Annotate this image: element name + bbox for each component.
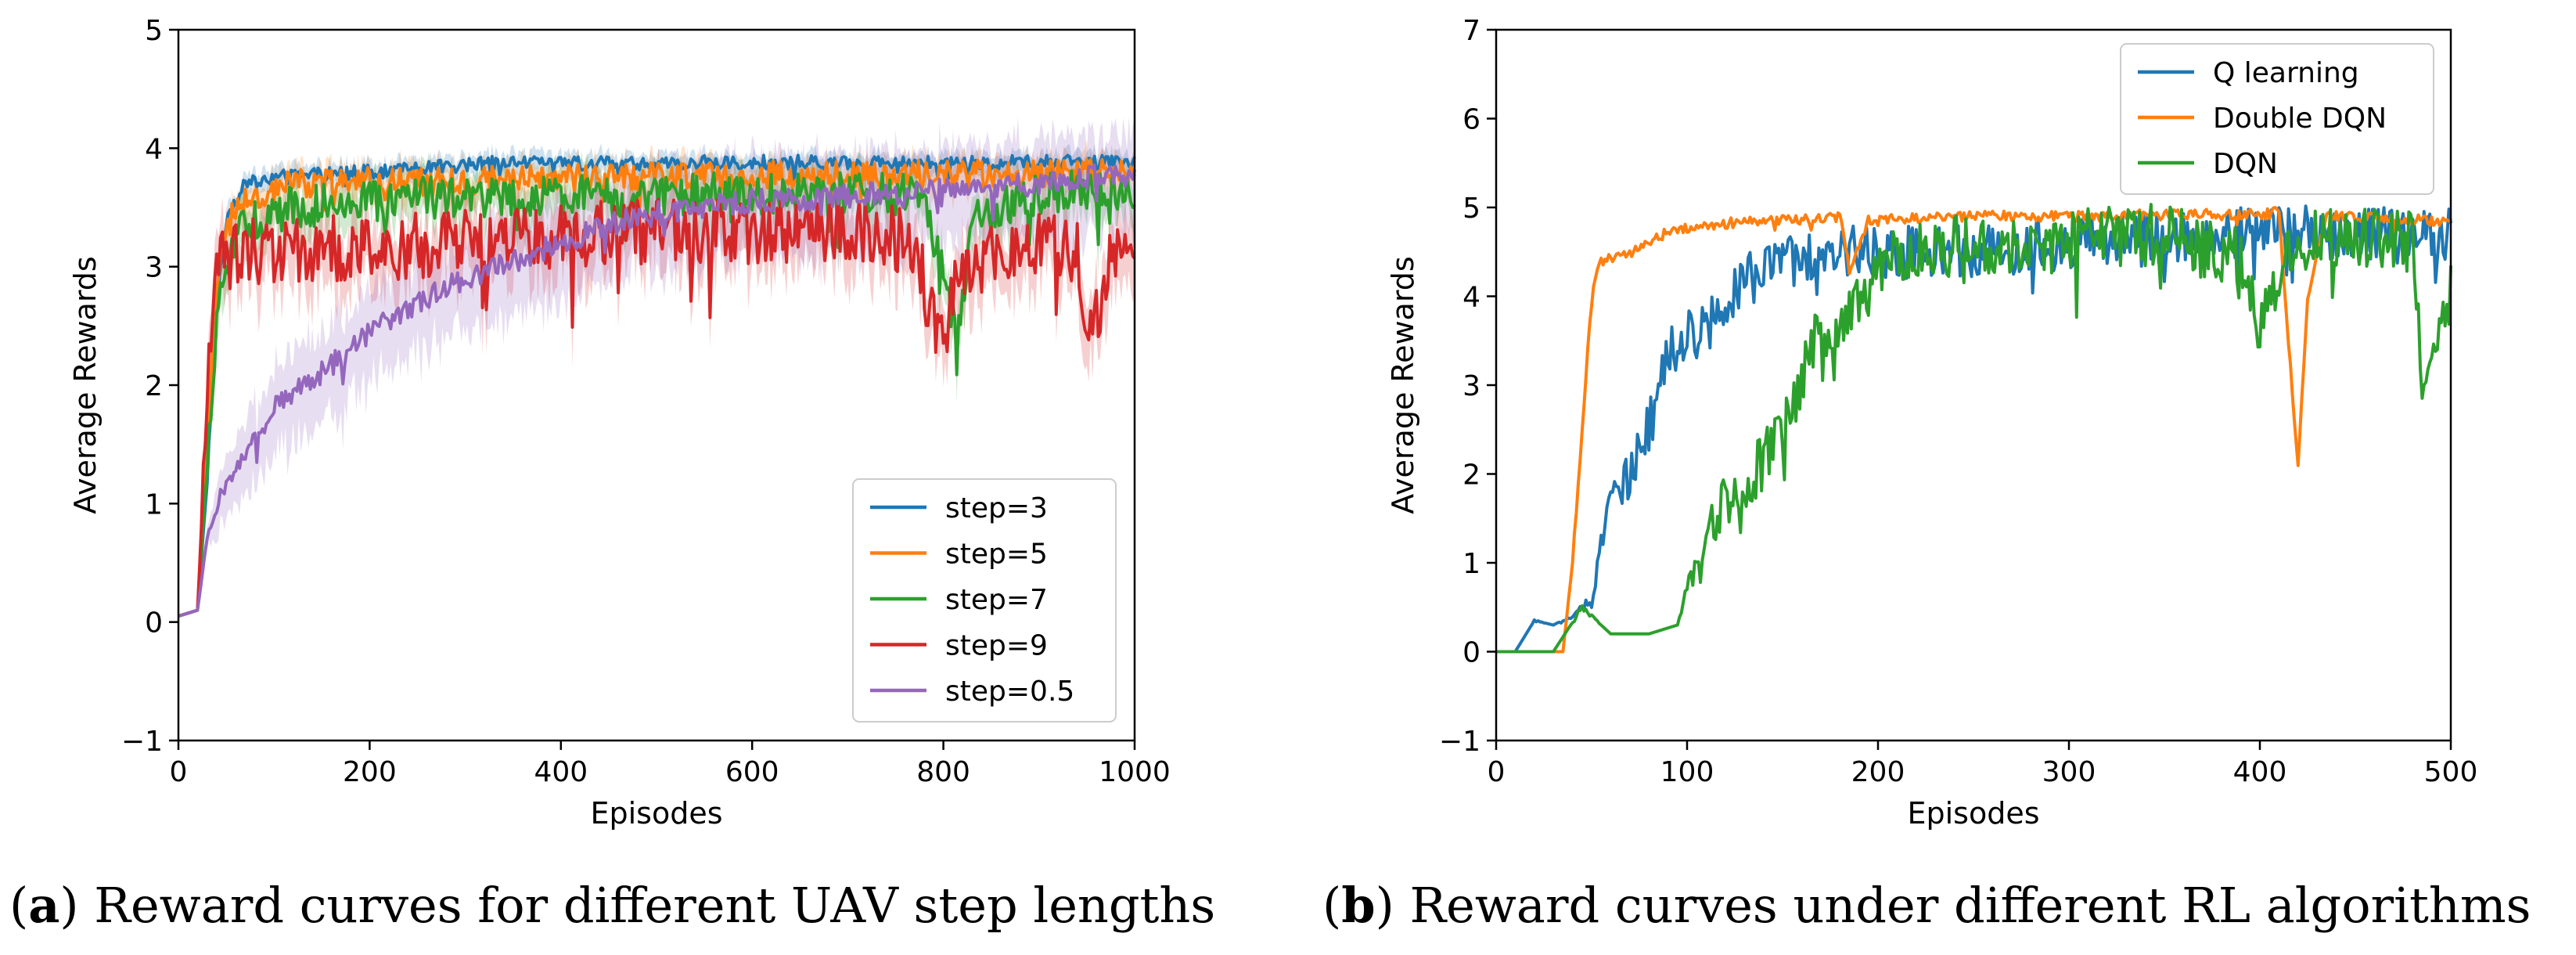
b-xtick-label: 300 (2042, 756, 2096, 788)
b-xlabel: Episodes (1907, 796, 2039, 831)
caption-b-text: Reward curves under different RL algorit… (1394, 877, 2531, 934)
a-legend-label: step=3 (945, 492, 1048, 524)
b-x-ticks: 0 100 200 300 400 500 (1488, 741, 2478, 788)
b-xtick-label: 500 (2424, 756, 2478, 788)
a-xtick-label: 800 (916, 756, 970, 788)
a-x-ticks: 0 200 400 600 800 1000 (170, 741, 1171, 788)
b-ytick-label: 3 (1462, 370, 1480, 402)
b-ytick-label: 7 (1462, 15, 1480, 47)
a-xtick-label: 0 (170, 756, 188, 788)
caption-a-tag: a (28, 877, 59, 934)
a-ytick-label: 3 (145, 252, 163, 284)
b-legend-label: DQN (2213, 148, 2278, 180)
b-xtick-label: 200 (1851, 756, 1905, 788)
a-legend-box (852, 478, 1117, 723)
a-ylabel: Average Rewards (68, 256, 103, 514)
a-band-3 (178, 163, 1135, 617)
a-ytick-label: 0 (145, 607, 163, 640)
a-ytick-label: 2 (145, 370, 163, 402)
a-ytick-label: 4 (145, 133, 163, 165)
caption-b-tag: b (1341, 877, 1375, 934)
b-xtick-label: 0 (1488, 756, 1506, 788)
a-series-line-2 (178, 169, 1136, 618)
b-legend: Q learning Double DQN DQN (2120, 43, 2434, 195)
b-ytick-label: 1 (1462, 548, 1480, 580)
caption-b: (b) Reward curves under different RL alg… (1322, 877, 2531, 934)
caption-a: (a) Reward curves for different UAV step… (9, 877, 1215, 934)
b-series-line-0 (1496, 204, 2452, 654)
a-xtick-label: 200 (343, 756, 397, 788)
a-ytick-label: 1 (145, 488, 163, 521)
b-ytick-label: 2 (1462, 459, 1480, 492)
a-legend-label: step=7 (945, 584, 1048, 616)
b-series-lines (1496, 203, 2452, 654)
a-xtick-label: 600 (725, 756, 779, 788)
b-legend-label: Double DQN (2213, 103, 2387, 135)
a-legend-label: step=5 (945, 539, 1048, 571)
b-ytick-label: 5 (1462, 193, 1480, 225)
a-y-ticks: −1 0 1 2 3 4 5 (121, 15, 178, 758)
a-series-line-1 (178, 157, 1136, 618)
a-ytick-label: −1 (121, 726, 163, 758)
a-legend: step=3 step=5 step=7 step=9 step=0.5 (852, 478, 1117, 723)
a-legend-label: step=9 (945, 630, 1048, 662)
a-series-line-4 (178, 164, 1136, 618)
b-ytick-label: 4 (1462, 282, 1480, 314)
b-ytick-label: 6 (1462, 104, 1480, 136)
b-y-ticks: −1 0 1 2 3 4 5 6 7 (1439, 15, 1496, 758)
a-series-lines (178, 153, 1136, 618)
a-xtick-label: 1000 (1099, 756, 1171, 788)
b-legend-label: Q learning (2213, 57, 2359, 89)
b-ytick-label: 0 (1462, 637, 1480, 669)
b-series-line-1 (1496, 206, 2452, 654)
b-xtick-label: 100 (1660, 756, 1714, 788)
a-xtick-label: 400 (534, 756, 588, 788)
a-legend-label: step=0.5 (945, 676, 1074, 708)
b-xtick-label: 400 (2233, 756, 2287, 788)
b-ylabel: Average Rewards (1386, 256, 1420, 514)
caption-a-text: Reward curves for different UAV step len… (79, 877, 1216, 934)
a-xlabel: Episodes (590, 796, 722, 831)
a-ytick-label: 5 (145, 15, 163, 47)
b-ytick-label: −1 (1439, 726, 1480, 758)
b-series-line-2 (1496, 203, 2452, 654)
b-legend-box (2120, 43, 2434, 195)
a-series-line-3 (178, 197, 1136, 618)
